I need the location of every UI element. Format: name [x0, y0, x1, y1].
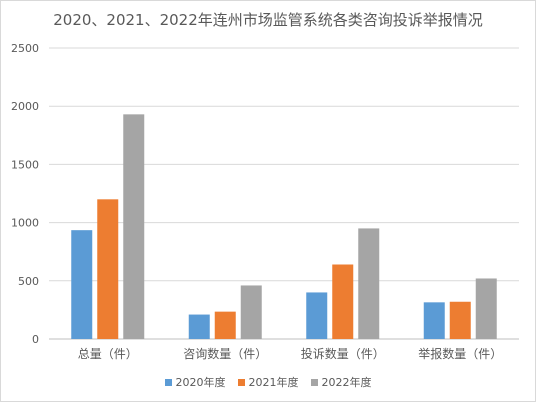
bar	[97, 199, 119, 339]
x-tick-label: 投诉数量（件）	[301, 346, 385, 361]
bar	[358, 228, 380, 339]
y-tick-label: 1000	[11, 217, 39, 230]
bar	[449, 301, 471, 339]
bar	[188, 314, 210, 339]
legend-item: 2020年度	[164, 374, 226, 390]
bar	[306, 292, 328, 339]
bar	[214, 311, 236, 339]
chart-legend: 2020年度 2021年度 2022年度	[1, 374, 535, 390]
y-tick-label: 0	[32, 333, 39, 346]
x-tick-label: 举报数量（件）	[418, 346, 502, 361]
x-tick-label: 总量（件）	[78, 347, 138, 361]
bar	[123, 114, 145, 340]
legend-item: 2022年度	[310, 374, 372, 390]
bar	[332, 264, 354, 339]
legend-label: 2022年度	[321, 376, 372, 389]
chart-title: 2020、2021、2022年连州市场监管系统各类咨询投诉举报情况	[53, 11, 483, 29]
x-tick-label: 咨询数量（件）	[183, 346, 267, 361]
legend-swatch	[164, 378, 172, 386]
y-tick-label: 500	[18, 275, 39, 288]
legend-swatch	[310, 378, 318, 386]
bar	[475, 278, 497, 339]
bar	[423, 302, 445, 339]
legend-swatch	[237, 378, 245, 386]
legend-label: 2021年度	[248, 376, 299, 389]
y-tick-label: 2500	[11, 42, 39, 55]
bar	[240, 285, 262, 339]
bar	[71, 230, 93, 339]
y-tick-label: 2000	[11, 100, 39, 113]
legend-label: 2020年度	[175, 376, 226, 389]
y-tick-label: 1500	[11, 158, 39, 171]
legend-item: 2021年度	[237, 374, 299, 390]
